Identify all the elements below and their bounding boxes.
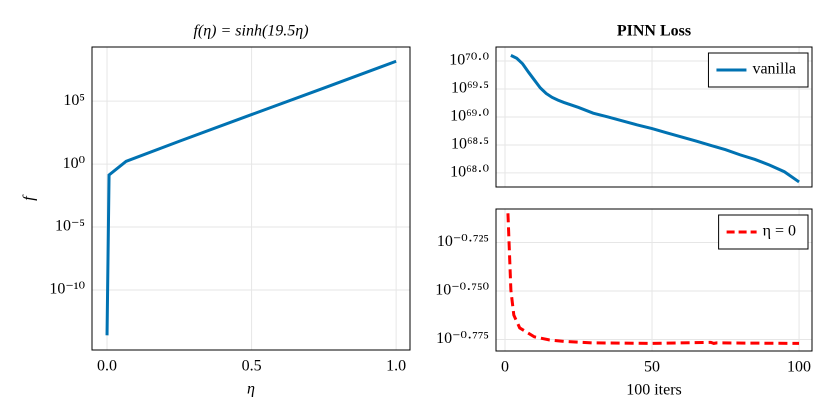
axes: 10⁶⁸·⁰ 10⁶⁸·⁵ 10⁶⁹·⁰ 10⁶⁹·⁵ 10⁷⁰·⁰ PINN Loss v… — [449, 23, 813, 188]
y-tick-label: 10⁻¹⁰ — [49, 281, 85, 298]
axes: 0.0 0.5 1.0 10⁻¹⁰ 10⁻⁵ 10⁰ 10⁵ f(η) = sinh(19.5… — [21, 23, 411, 398]
y-tick-label: 10⁻⁰·⁷⁷⁵ — [436, 330, 489, 347]
data-line — [105, 59, 397, 336]
x-tick-label: 0.5 — [242, 358, 262, 375]
y-tick-label: 10⁶⁹·⁵ — [451, 80, 489, 97]
y-tick-label: 10⁷⁰·⁰ — [449, 52, 489, 69]
x-axis-label: 100 iters — [626, 382, 682, 399]
y-tick-label: 10⁶⁸·⁰ — [450, 164, 489, 181]
axes-frame — [495, 208, 813, 352]
legend: vanilla — [707, 52, 809, 88]
legend-label: vanilla — [752, 61, 796, 78]
axes: 0 50 100 10⁻⁰·⁷⁷⁵ 10⁻⁰·⁷⁵⁰ 10⁻⁰·⁷²⁵ 100 iters η… — [435, 208, 813, 399]
chart-title: PINN Loss — [617, 23, 691, 40]
data-line — [510, 54, 800, 184]
x-tick-label: 50 — [644, 359, 660, 376]
y-tick-label: 10⁻⁰·⁷⁵⁰ — [435, 282, 489, 299]
x-tick-label: 1.0 — [386, 358, 406, 375]
legend: η = 0 — [718, 214, 809, 250]
legend-label: η = 0 — [763, 223, 796, 240]
y-tick-label: 10⁻⁰·⁷²⁵ — [437, 233, 489, 250]
y-axis-label: f — [21, 194, 38, 201]
y-tick-label: 10⁻⁵ — [55, 218, 85, 235]
y-tick-label: 10⁶⁹·⁰ — [450, 108, 489, 125]
axes-frame — [495, 46, 813, 188]
x-axis-label: η — [247, 381, 255, 398]
x-tick-label: 100 — [787, 359, 811, 376]
y-tick-label: 10⁰ — [63, 155, 85, 172]
y-tick-label: 10⁶⁸·⁵ — [451, 136, 489, 153]
x-tick-label: 0.0 — [97, 358, 117, 375]
y-tick-label: 10⁵ — [63, 92, 85, 109]
data-line — [506, 213, 800, 345]
chart-title: f(η) = sinh(19.5η) — [193, 23, 308, 40]
axes-frame — [91, 46, 411, 351]
x-tick-label: 0 — [501, 359, 509, 376]
